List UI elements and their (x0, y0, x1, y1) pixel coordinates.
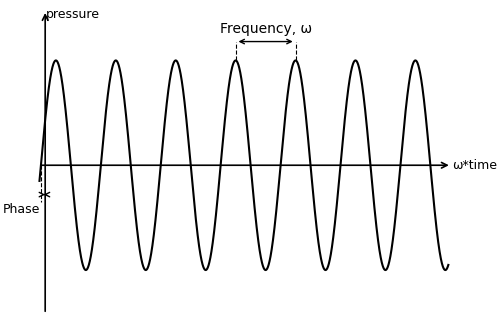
Text: ω*time: ω*time (452, 159, 497, 172)
Text: pressure: pressure (46, 8, 100, 21)
Text: Phase: Phase (3, 203, 40, 216)
Text: Frequency, ω: Frequency, ω (220, 22, 312, 36)
